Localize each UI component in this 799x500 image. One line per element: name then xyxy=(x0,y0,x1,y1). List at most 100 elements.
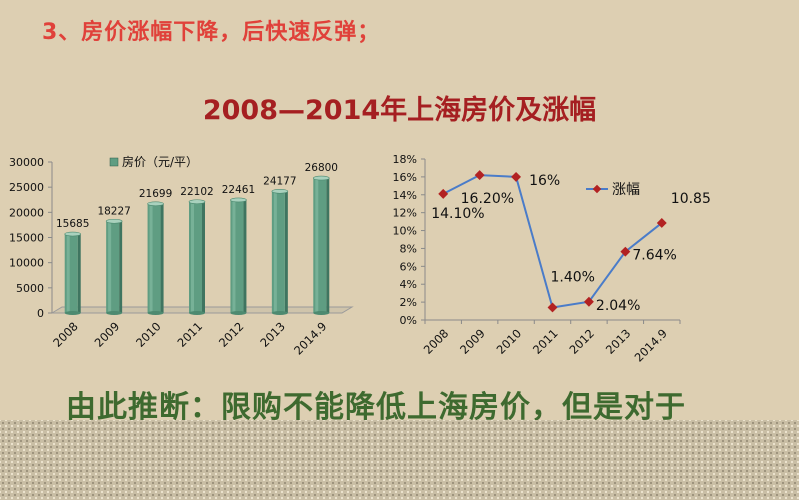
x-tick-label: 2010 xyxy=(494,326,525,357)
bar-body xyxy=(147,203,161,313)
y-tick-label: 15000 xyxy=(9,232,44,245)
x-tick-label: 2008 xyxy=(50,319,81,350)
line-data-label: 1.40% xyxy=(551,269,595,285)
bar-top xyxy=(188,199,206,205)
bar-bottom xyxy=(64,311,81,315)
bar-top xyxy=(64,231,82,237)
legend-label: 房价（元/平） xyxy=(122,154,198,169)
bar-side xyxy=(119,221,123,313)
x-tick-label: 2012 xyxy=(216,319,247,350)
bar-highlight xyxy=(315,178,319,313)
data-point xyxy=(474,170,485,181)
y-tick-label: 14% xyxy=(393,189,417,202)
bar-side xyxy=(243,199,247,313)
line-data-label: 14.10% xyxy=(431,206,484,222)
y-tick-label: 8% xyxy=(400,242,417,255)
x-tick-label: 2012 xyxy=(566,326,597,357)
data-point xyxy=(656,218,667,228)
y-tick-label: 0 xyxy=(37,307,44,320)
bar xyxy=(188,199,206,315)
x-tick-label: 2011 xyxy=(175,319,206,350)
y-tick-label: 16% xyxy=(393,171,417,184)
x-tick-label: 2008 xyxy=(421,326,452,357)
bar-data-label: 21699 xyxy=(139,188,172,200)
y-tick-label: 18% xyxy=(393,153,417,166)
bar-side xyxy=(202,201,205,313)
x-tick-label: 2013 xyxy=(257,319,288,350)
x-tick-label: 2009 xyxy=(457,326,488,357)
slide-heading: 3、房价涨幅下降，后快速反弹； xyxy=(42,20,381,45)
bar-top xyxy=(230,197,247,203)
bar-highlight xyxy=(66,234,70,313)
bar-data-label: 22102 xyxy=(180,186,213,198)
x-tick-label: 2010 xyxy=(133,319,164,350)
bar-top xyxy=(271,189,289,194)
bar-highlight xyxy=(232,199,236,313)
bar-highlight xyxy=(273,191,277,313)
y-tick-label: 2% xyxy=(400,296,417,309)
data-point xyxy=(547,302,558,313)
bar xyxy=(147,201,164,315)
bar-body xyxy=(271,191,285,313)
bar-highlight xyxy=(149,203,153,313)
conclusion-text: 由此推断：限购不能降低上海房价，但是对于 xyxy=(66,390,686,425)
y-tick-label: 25000 xyxy=(9,181,44,194)
line-data-label: 16.20% xyxy=(461,191,514,207)
y-tick-label: 6% xyxy=(400,260,417,273)
y-tick-label: 4% xyxy=(400,278,417,291)
bar-top xyxy=(312,175,330,181)
bar xyxy=(105,218,123,315)
x-tick-label: 2009 xyxy=(92,319,123,350)
line-data-label: 7.64% xyxy=(632,248,676,264)
line-data-label: 10.85% xyxy=(671,191,710,207)
legend-marker xyxy=(592,184,602,194)
bar xyxy=(312,175,330,315)
x-tick-label: 2013 xyxy=(603,326,634,357)
y-tick-label: 20000 xyxy=(9,206,44,219)
bar-top xyxy=(105,218,123,224)
bar-top xyxy=(147,201,164,207)
bar-data-label: 26800 xyxy=(305,162,338,174)
bar-bottom xyxy=(106,311,123,315)
bar-data-label: 15685 xyxy=(56,218,89,230)
bar xyxy=(271,189,289,315)
bar xyxy=(64,231,82,315)
y-tick-label: 10000 xyxy=(9,257,44,270)
line-data-label: 16% xyxy=(529,173,560,189)
y-tick-label: 30000 xyxy=(9,156,44,169)
data-point xyxy=(511,171,522,182)
bar-bottom xyxy=(313,311,330,315)
bar-bottom xyxy=(189,311,205,315)
y-tick-label: 5000 xyxy=(16,282,44,295)
bar-bottom xyxy=(230,311,247,315)
data-point xyxy=(438,188,449,199)
price-bar-chart: 0 5000 10000 15000 20000 25000 30000 房价（元/平） 156… xyxy=(9,154,354,358)
bar xyxy=(230,197,247,315)
bar-side xyxy=(160,203,164,313)
y-tick-label: 10% xyxy=(393,225,417,238)
legend-label: 涨幅 xyxy=(612,182,640,198)
bar-highlight xyxy=(191,201,194,313)
bar-bottom xyxy=(147,311,164,315)
bar-data-label: 24177 xyxy=(263,175,296,187)
dotted-overlay xyxy=(0,420,799,500)
bar-side xyxy=(284,191,288,313)
bar-side xyxy=(77,234,81,313)
bar-highlight xyxy=(108,221,112,313)
bar-data-label: 18227 xyxy=(97,205,130,217)
bar-body xyxy=(230,199,244,313)
bar-body xyxy=(64,234,78,313)
bar-body xyxy=(189,201,202,313)
y-tick-label: 12% xyxy=(393,207,417,220)
slide-title: 2008—2014年上海房价及涨幅 xyxy=(202,95,597,126)
legend-swatch xyxy=(109,157,119,167)
bar-side xyxy=(326,178,330,313)
y-tick-label: 0% xyxy=(400,314,417,327)
bar-data-label: 22461 xyxy=(222,184,255,196)
x-tick-label: 2014.9 xyxy=(291,319,329,357)
bar-body xyxy=(313,178,327,313)
x-tick-label: 2014.9 xyxy=(632,326,670,363)
data-point xyxy=(620,246,631,257)
growth-line-chart: 0% 2% 4% 6% 8% 10% 12% 14% 16% 18% 2008 2009 2010 201… xyxy=(393,153,710,363)
bar-bottom xyxy=(271,311,288,315)
